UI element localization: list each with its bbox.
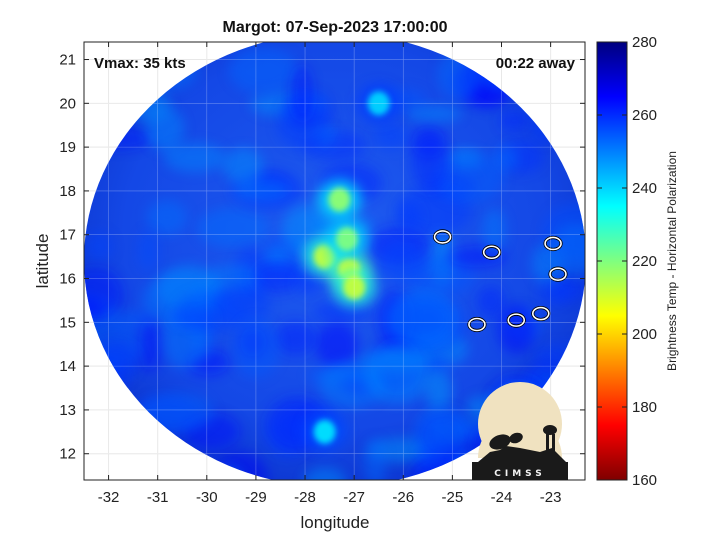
texture-blob — [551, 223, 585, 276]
y-tick-label: 17 — [59, 227, 76, 244]
y-tick-label: 21 — [59, 52, 76, 69]
y-tick-label: 19 — [59, 139, 76, 156]
x-tick-label: -31 — [147, 489, 169, 506]
grid-overlay — [84, 42, 585, 480]
axes-frame — [83, 41, 586, 481]
texture-blob — [499, 109, 529, 132]
texture-blob — [291, 65, 313, 122]
texture-blob — [358, 348, 429, 372]
texture-blob — [295, 271, 322, 295]
texture-blob — [423, 356, 449, 375]
colorbar-tick-label: 160 — [632, 472, 657, 489]
warm-feature-core — [343, 275, 366, 300]
contour-lines — [432, 229, 568, 333]
chart-title: Margot: 07-Sep-2023 17:00:00 — [223, 19, 448, 36]
texture-blob — [386, 289, 459, 350]
warm-feature-core — [313, 419, 336, 444]
x-tick-label: -27 — [343, 489, 365, 506]
texture-blob — [397, 202, 421, 232]
x-tick-label: -30 — [196, 489, 218, 506]
vmax-annotation: Vmax: 35 kts — [94, 55, 186, 72]
y-tick-label: 16 — [59, 271, 76, 288]
colorbar-tick-label: 180 — [632, 399, 657, 416]
y-tick-label: 18 — [59, 183, 76, 200]
contour-ring — [507, 313, 526, 327]
texture-blob — [425, 369, 452, 413]
x-tick-label: -32 — [98, 489, 120, 506]
texture-blob — [415, 408, 474, 462]
colorbar-label: Brightness Temp - Horizontal Polarizatio… — [665, 151, 679, 371]
texture-blob — [274, 321, 317, 356]
texture-blob — [233, 318, 280, 379]
texture-blob — [315, 321, 359, 369]
texture-blob — [146, 200, 188, 235]
texture-blob — [228, 47, 298, 95]
texture-blob — [497, 304, 535, 354]
texture-blob — [276, 100, 330, 150]
texture-blob — [222, 147, 264, 183]
texture-blob — [538, 278, 570, 306]
colorbar-ticks: 160 180 200 220 240 260 280 — [597, 34, 657, 489]
contour-ring — [544, 236, 562, 251]
contour-ring — [468, 317, 486, 332]
texture-blob — [407, 105, 463, 123]
x-tick-label: -24 — [491, 489, 513, 506]
warm-feature-core — [367, 91, 390, 116]
contour-ring — [531, 306, 550, 321]
x-tick-label: -26 — [392, 489, 414, 506]
texture-blob — [433, 152, 505, 204]
x-tick-label: -28 — [294, 489, 316, 506]
swath-group — [84, 42, 585, 480]
texture-blob — [214, 284, 271, 326]
warm-feature-core — [335, 227, 358, 252]
texture-blob — [411, 136, 450, 191]
texture-blob — [196, 207, 270, 249]
texture-blob — [252, 260, 302, 294]
texture-blob — [106, 310, 153, 331]
texture-blob — [84, 231, 113, 262]
x-ticks: -32 -31 -30 -29 -28 -27 -26 -25 -24 -23 — [98, 42, 562, 506]
contour-ring — [433, 230, 452, 244]
colorbar-tick-label: 220 — [632, 253, 657, 270]
colorbar-tick-label: 240 — [632, 180, 657, 197]
texture-blob — [84, 268, 124, 322]
y-tick-label: 12 — [59, 446, 76, 463]
texture-blob — [163, 142, 227, 173]
x-axis-label: longitude — [300, 513, 369, 532]
texture-blob — [477, 285, 505, 317]
contour-ring — [482, 245, 501, 260]
y-tick-label: 14 — [59, 358, 76, 375]
texture-blob — [233, 179, 290, 201]
texture-blob — [138, 317, 161, 372]
y-axis-label: latitude — [33, 234, 52, 289]
texture-blob — [374, 123, 409, 150]
texture-blob — [138, 230, 159, 271]
logo-text: CIMSS — [494, 469, 545, 479]
x-tick-label: -23 — [540, 489, 562, 506]
colorbar-tick-label: 280 — [632, 34, 657, 51]
texture-blob — [380, 240, 425, 284]
cimss-logo: CIMSS — [472, 382, 568, 480]
colorbar-tick-label: 260 — [632, 107, 657, 124]
contour-ring — [549, 267, 567, 281]
texture-blob — [171, 310, 216, 328]
colorbar-tick-label: 200 — [632, 326, 657, 343]
y-tick-label: 13 — [59, 402, 76, 419]
y-ticks: 12 13 14 15 16 17 18 19 20 21 — [59, 52, 585, 463]
time-away-annotation: 00:22 away — [496, 55, 576, 72]
warm-feature-core — [328, 187, 351, 212]
x-tick-label: -29 — [245, 489, 267, 506]
y-tick-label: 20 — [59, 95, 76, 112]
texture-blob — [491, 145, 519, 171]
texture-blob — [482, 208, 507, 253]
swath-texture — [84, 42, 585, 480]
warm-features — [302, 83, 401, 452]
texture-blob — [364, 438, 387, 480]
x-tick-label: -25 — [442, 489, 464, 506]
texture-blob — [303, 467, 347, 480]
y-tick-label: 15 — [59, 314, 76, 331]
